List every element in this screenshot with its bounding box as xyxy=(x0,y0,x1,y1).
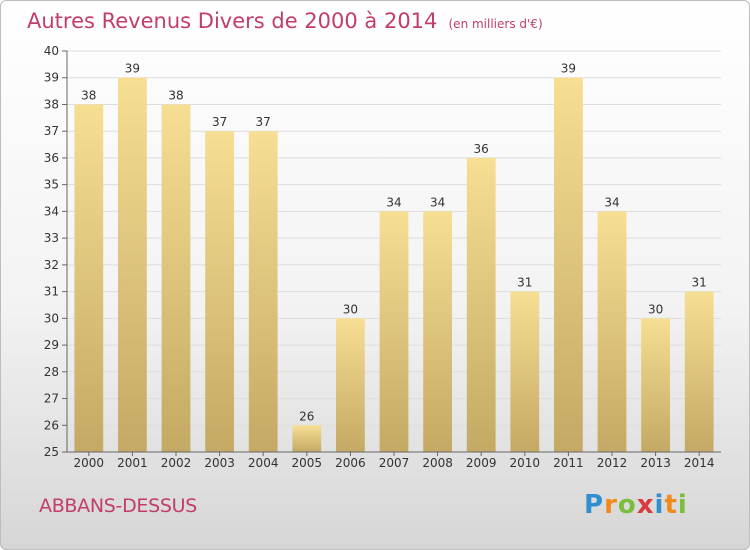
data-label: 34 xyxy=(430,195,445,209)
proxiti-logo: Proxiti xyxy=(584,490,688,520)
x-tick-label: 2008 xyxy=(422,456,453,470)
logo-letter: i xyxy=(654,490,665,520)
data-label: 26 xyxy=(299,409,314,423)
data-label: 38 xyxy=(168,88,183,102)
bar xyxy=(510,291,540,452)
y-tick-label: 33 xyxy=(44,231,59,245)
bar xyxy=(379,211,409,452)
bar xyxy=(205,131,234,452)
bar xyxy=(466,157,496,452)
y-tick-label: 25 xyxy=(44,445,59,459)
y-tick-label: 37 xyxy=(44,124,59,138)
bar xyxy=(554,77,583,452)
data-label: 30 xyxy=(343,302,358,316)
bars xyxy=(74,77,714,452)
labels: 25 26 27 28 29 30 31 32 33 34 35 36 37 38 39 40 38 2000 39… xyxy=(44,44,715,470)
data-label: 37 xyxy=(212,115,227,129)
commune-name: ABBANS-DESSUS xyxy=(39,495,198,517)
x-tick-label: 2004 xyxy=(248,456,279,470)
y-tick-label: 28 xyxy=(44,365,59,379)
x-tick-label: 2006 xyxy=(335,456,366,470)
chart-title: Autres Revenus Divers de 2000 à 2014 xyxy=(27,9,438,33)
data-label: 31 xyxy=(517,276,532,290)
logo-letter: t xyxy=(664,490,678,520)
chart-unit: (en milliers d'€) xyxy=(448,17,543,31)
data-label: 30 xyxy=(648,302,663,316)
data-label: 39 xyxy=(125,62,140,76)
bar xyxy=(641,318,670,452)
y-tick-label: 35 xyxy=(44,178,59,192)
axes xyxy=(62,50,721,456)
x-tick-label: 2005 xyxy=(292,456,323,470)
y-tick-label: 40 xyxy=(44,44,59,58)
bar xyxy=(423,211,452,452)
bar xyxy=(597,211,627,452)
x-tick-label: 2009 xyxy=(466,456,497,470)
y-tick-label: 30 xyxy=(44,311,59,325)
x-tick-label: 2014 xyxy=(684,456,715,470)
logo-letter: P xyxy=(584,490,605,520)
y-tick-label: 38 xyxy=(44,97,59,111)
data-label: 34 xyxy=(386,195,401,209)
data-label: 39 xyxy=(561,62,576,76)
logo-letter: o xyxy=(617,490,637,520)
x-tick-label: 2010 xyxy=(510,456,541,470)
bar xyxy=(118,77,147,452)
x-tick-label: 2011 xyxy=(553,456,584,470)
y-tick-label: 32 xyxy=(44,258,59,272)
y-tick-label: 29 xyxy=(44,338,59,352)
bar xyxy=(74,104,104,452)
y-tick-label: 34 xyxy=(44,204,59,218)
data-label: 31 xyxy=(692,276,707,290)
bar xyxy=(292,425,322,452)
bar xyxy=(248,131,278,452)
y-tick-label: 27 xyxy=(44,392,59,406)
x-tick-label: 2003 xyxy=(204,456,235,470)
data-label: 38 xyxy=(81,88,96,102)
y-tick-label: 39 xyxy=(44,71,59,85)
x-tick-label: 2013 xyxy=(640,456,671,470)
x-tick-label: 2007 xyxy=(379,456,410,470)
x-tick-label: 2001 xyxy=(117,456,148,470)
logo-letter: i xyxy=(677,490,688,520)
y-tick-label: 26 xyxy=(44,418,59,432)
bar xyxy=(161,104,191,452)
y-tick-label: 36 xyxy=(44,151,59,165)
logo-letter: x xyxy=(636,490,655,520)
x-tick-label: 2000 xyxy=(74,456,105,470)
bar xyxy=(684,291,714,452)
logo-letter: r xyxy=(604,490,618,520)
data-label: 36 xyxy=(474,142,489,156)
data-label: 34 xyxy=(604,195,619,209)
x-tick-label: 2002 xyxy=(161,456,192,470)
bar xyxy=(336,318,365,452)
title-row: Autres Revenus Divers de 2000 à 2014 (en… xyxy=(27,9,543,33)
y-tick-label: 31 xyxy=(44,285,59,299)
x-tick-label: 2012 xyxy=(597,456,628,470)
data-label: 37 xyxy=(256,115,271,129)
